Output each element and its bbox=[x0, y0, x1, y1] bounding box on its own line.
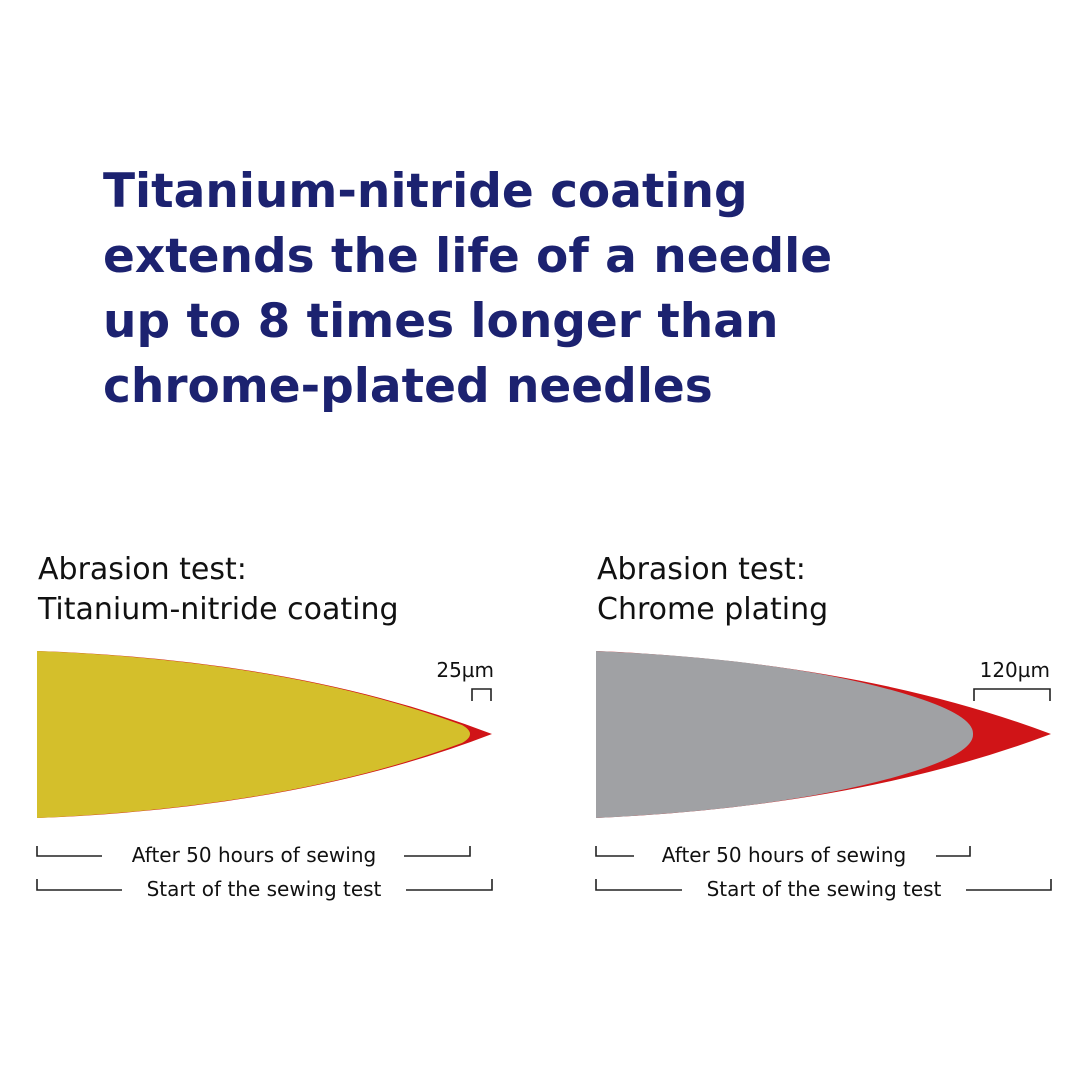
after-label: After 50 hours of sewing bbox=[662, 843, 906, 867]
wear-label: 25µm bbox=[436, 658, 494, 682]
panel-titanium: Abrasion test: Titanium-nitride coating … bbox=[36, 552, 494, 901]
headline-line-1: Titanium-nitride coating bbox=[103, 164, 748, 219]
needle-titanium-worn bbox=[37, 651, 470, 818]
headline-line-4: chrome-plated needles bbox=[103, 359, 713, 414]
start-label: Start of the sewing test bbox=[147, 877, 382, 901]
headline: Titanium-nitride coating extends the lif… bbox=[103, 164, 832, 414]
after-label: After 50 hours of sewing bbox=[132, 843, 376, 867]
wear-bracket bbox=[973, 688, 1051, 701]
panel-heading-1: Abrasion test: bbox=[597, 552, 806, 587]
needle-chrome-worn bbox=[596, 651, 974, 818]
panel-heading-2: Chrome plating bbox=[597, 592, 828, 627]
panel-heading-1: Abrasion test: bbox=[38, 552, 247, 587]
start-label: Start of the sewing test bbox=[707, 877, 942, 901]
wear-bracket bbox=[471, 688, 492, 701]
panel-chrome: Abrasion test: Chrome plating 120µm Afte… bbox=[595, 552, 1052, 901]
headline-line-2: extends the life of a needle bbox=[103, 229, 832, 284]
headline-line-3: up to 8 times longer than bbox=[103, 294, 778, 349]
wear-label: 120µm bbox=[980, 658, 1050, 682]
panel-heading-2: Titanium-nitride coating bbox=[37, 592, 399, 627]
